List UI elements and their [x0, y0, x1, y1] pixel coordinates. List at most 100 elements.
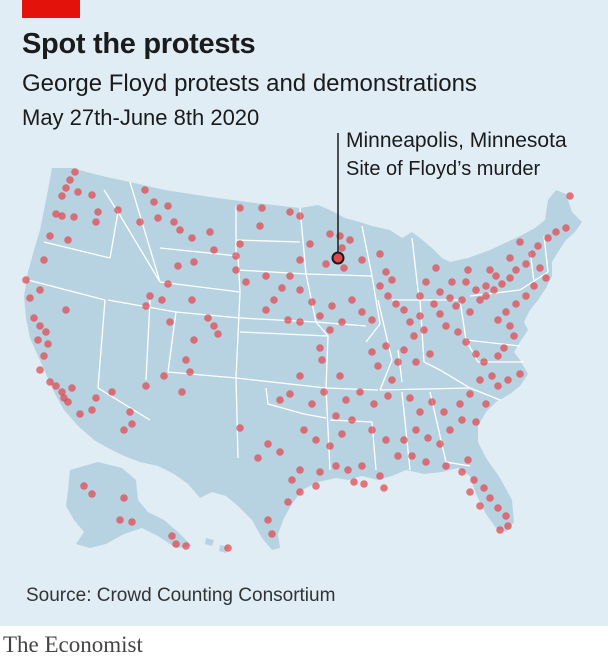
protest-dot [120, 426, 128, 434]
protest-dot [424, 434, 432, 442]
protest-dot [46, 378, 54, 386]
annotation-note: Site of Floyd’s murder [346, 158, 541, 180]
protest-dot [562, 224, 570, 232]
protest-dot [326, 326, 334, 334]
protest-dots [22, 168, 574, 552]
protest-dot [356, 388, 364, 396]
protest-dot [368, 348, 376, 356]
protest-dot [394, 358, 402, 366]
protest-dot [62, 306, 70, 314]
protest-dot [338, 430, 346, 438]
protest-dot [542, 274, 550, 282]
protest-dot [504, 376, 512, 384]
protest-dot [254, 454, 262, 462]
protest-dot [68, 384, 76, 392]
protest-dot [308, 298, 316, 306]
protest-dot [214, 330, 222, 338]
protest-dot [40, 256, 48, 264]
protest-dot [36, 286, 44, 294]
protest-dot [210, 322, 218, 330]
protest-dot [52, 382, 60, 390]
protest-dot [380, 484, 388, 492]
protest-dot [276, 396, 284, 404]
protest-dot [382, 342, 390, 350]
protest-dot [316, 468, 324, 476]
protest-dot [512, 300, 520, 308]
protest-dot [58, 212, 66, 220]
protest-dot [472, 418, 480, 426]
protest-dot [416, 312, 424, 320]
minneapolis-marker [331, 251, 345, 265]
protest-dot [512, 266, 520, 274]
protest-dot [40, 352, 48, 360]
contiguous-us [24, 168, 582, 550]
protest-dot [146, 292, 154, 300]
protest-dot [534, 242, 542, 250]
protest-dot [176, 226, 184, 234]
protest-dot [446, 426, 454, 434]
protest-dot [338, 244, 346, 252]
protest-dot [264, 516, 272, 524]
protest-dot [142, 382, 150, 390]
protest-dot [158, 296, 166, 304]
protest-dot [66, 176, 74, 184]
protest-dot [36, 322, 44, 330]
protest-dot [506, 254, 514, 262]
protest-dot [472, 286, 480, 294]
protest-dot [566, 192, 574, 200]
protest-dot [382, 268, 390, 276]
protest-dot [190, 258, 198, 266]
annotation-place: Minneapolis, Minnesota [346, 129, 567, 152]
protest-dot [168, 532, 176, 540]
protest-dot [174, 262, 182, 270]
protest-dot [420, 326, 428, 334]
protest-dot [284, 498, 292, 506]
protest-dot [258, 204, 266, 212]
protest-dot [416, 292, 424, 300]
protest-dot [494, 352, 502, 360]
protest-dot [64, 398, 72, 406]
alaska [66, 462, 192, 548]
protest-dot [412, 426, 420, 434]
protest-dot [458, 296, 466, 304]
protest-dot [436, 288, 444, 296]
protest-dot [458, 416, 466, 424]
protest-dot [464, 266, 472, 274]
protest-dot [506, 274, 514, 282]
protest-dot [388, 376, 396, 384]
chart-panel: Spot the protests George Floyd protests … [0, 0, 608, 626]
protest-dot [476, 502, 484, 510]
protest-dot [376, 282, 384, 290]
protest-dot [108, 388, 116, 396]
protest-dot [236, 424, 244, 432]
protest-dot [312, 436, 320, 444]
protest-dot [160, 372, 168, 380]
protest-dot [80, 482, 88, 490]
protest-dot [370, 400, 378, 408]
protest-dot [210, 246, 218, 254]
protest-dot [88, 406, 96, 414]
protest-dot [376, 250, 384, 258]
protest-dot [136, 218, 144, 226]
protest-dot [232, 252, 240, 260]
protest-dot [300, 426, 308, 434]
protest-dot [406, 318, 414, 326]
protest-dot [206, 228, 214, 236]
protest-dot [42, 328, 50, 336]
protest-dot [256, 222, 264, 230]
protest-dot [88, 191, 96, 199]
protest-dot [320, 388, 328, 396]
protest-dot [128, 420, 136, 428]
protest-dot [348, 296, 356, 304]
protest-dot [442, 462, 450, 470]
protest-dot [296, 212, 304, 220]
protest-dot [360, 480, 368, 488]
protest-dot [236, 204, 244, 212]
protest-dot [308, 400, 316, 408]
protest-dot [46, 232, 54, 240]
protest-dot [496, 526, 504, 534]
protest-dot [58, 192, 66, 200]
protest-dot [71, 168, 79, 176]
protest-dot [264, 440, 272, 448]
protest-dot [296, 372, 304, 380]
